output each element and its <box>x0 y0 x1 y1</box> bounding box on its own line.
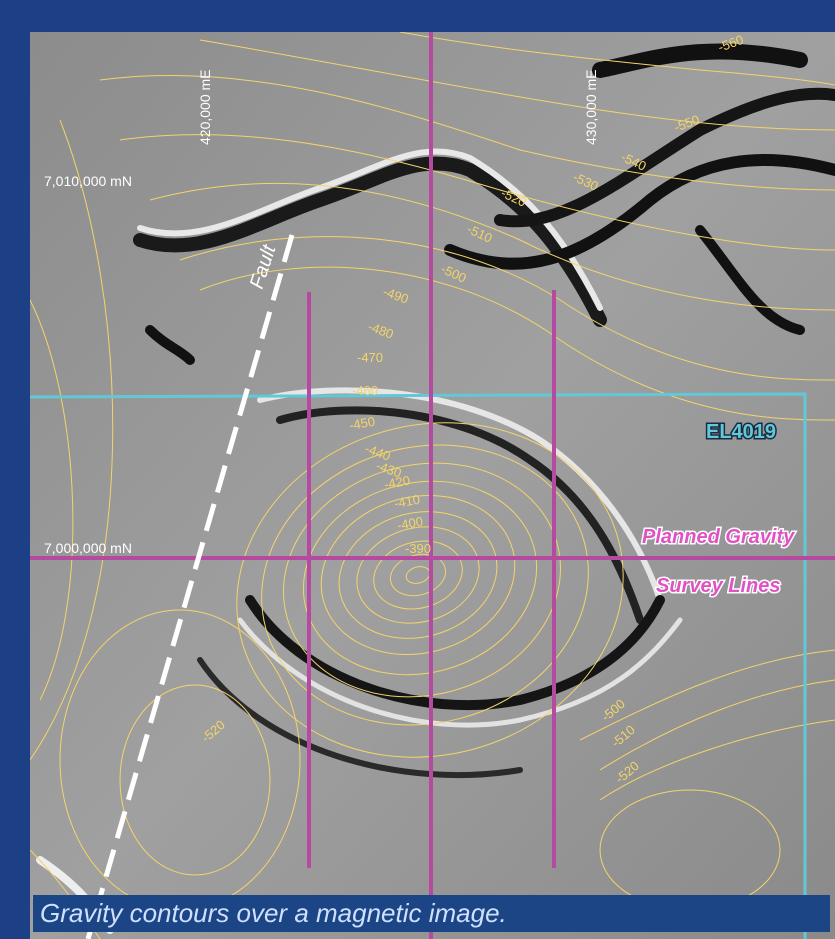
grid-label: 7,010,000 mN <box>44 173 132 189</box>
survey-label: Planned Gravity <box>642 526 795 548</box>
contour-label: -390 <box>405 541 431 556</box>
gravity-contours <box>30 32 835 939</box>
contour-label: -410 <box>393 492 421 511</box>
grid-label: 430,000 mE <box>583 70 599 146</box>
map-image: 420,000 mE 430,000 mE 7,010,000 mN 7,000,00… <box>30 32 835 939</box>
contour-label: -460 <box>352 383 378 398</box>
contour-label: -470 <box>357 350 383 365</box>
grid-label: 420,000 mE <box>197 70 213 146</box>
tenement-boundary <box>30 392 807 939</box>
contour-label: -450 <box>348 414 376 433</box>
tenement-label: EL4019 <box>706 421 776 443</box>
contour-label: -420 <box>383 473 411 492</box>
magnetic-features <box>36 43 835 934</box>
caption: Gravity contours over a magnetic image. <box>40 898 507 928</box>
contour-label: -400 <box>396 514 424 533</box>
survey-label: Survey Lines <box>656 575 781 597</box>
fault-line <box>85 234 295 939</box>
grid-label: 7,000,000 mN <box>44 540 132 556</box>
survey-lines <box>30 32 835 939</box>
caption-bar <box>33 895 830 932</box>
